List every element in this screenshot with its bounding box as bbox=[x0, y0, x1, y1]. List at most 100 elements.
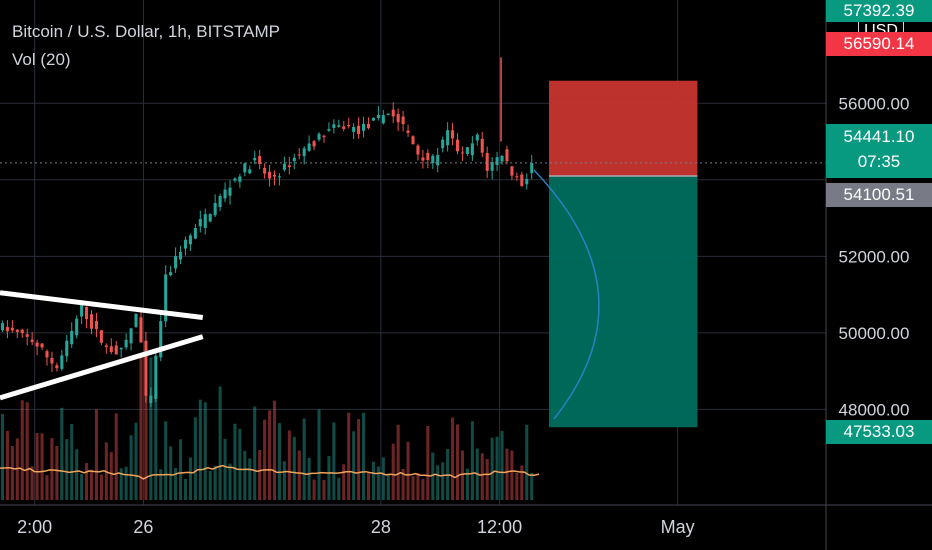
candle-body bbox=[485, 153, 489, 171]
candle-body bbox=[386, 113, 390, 115]
candle-body bbox=[85, 306, 89, 320]
volume-bar bbox=[75, 449, 79, 500]
volume-bar bbox=[213, 465, 217, 500]
candle-body bbox=[0, 323, 5, 331]
candle-body bbox=[50, 357, 54, 364]
volume-bar bbox=[337, 477, 341, 500]
symbol-title[interactable]: Bitcoin / U.S. Dollar, 1h, BITSTAMP bbox=[12, 22, 280, 41]
price-tick-label: 50000.00 bbox=[839, 324, 910, 343]
candle-body bbox=[510, 166, 514, 176]
volume-bar bbox=[65, 439, 69, 500]
candle-body bbox=[75, 318, 79, 336]
candle-body bbox=[10, 327, 14, 331]
candle-body bbox=[426, 152, 430, 160]
volume-bar bbox=[0, 413, 5, 500]
time-tick-label: 28 bbox=[371, 517, 391, 537]
candle-body bbox=[80, 302, 84, 317]
volume-bar bbox=[406, 441, 410, 500]
volume-bars bbox=[0, 357, 534, 500]
candle-body bbox=[114, 345, 118, 355]
candle-body bbox=[178, 251, 183, 260]
candle-body bbox=[263, 167, 267, 174]
candle-body bbox=[436, 155, 440, 166]
candle-body bbox=[228, 187, 232, 196]
candle-body bbox=[406, 130, 410, 133]
stop-loss-badge: 56590.14 bbox=[826, 32, 932, 56]
candle-body bbox=[520, 174, 524, 186]
volume-bar bbox=[431, 452, 435, 500]
candle-body bbox=[25, 334, 29, 337]
candle-body bbox=[99, 330, 103, 343]
volume-bar bbox=[371, 461, 375, 500]
candle-body bbox=[35, 342, 39, 347]
volume-bar bbox=[5, 430, 9, 500]
candle-body bbox=[282, 163, 286, 170]
volume-bar bbox=[144, 357, 148, 500]
volume-bar bbox=[277, 423, 281, 500]
candle-body bbox=[258, 156, 262, 165]
candle-body bbox=[159, 321, 163, 358]
volume-bar bbox=[129, 435, 133, 500]
volume-bar bbox=[352, 431, 356, 500]
volume-bar bbox=[109, 452, 113, 500]
volume-bar bbox=[297, 450, 301, 500]
volume-bar bbox=[218, 386, 222, 500]
volume-bar bbox=[248, 458, 252, 500]
volume-bar bbox=[287, 430, 291, 500]
candle-body bbox=[401, 116, 405, 125]
volume-bar bbox=[70, 424, 74, 500]
volume-bar bbox=[362, 412, 366, 500]
candle-body bbox=[154, 355, 158, 399]
volume-bar bbox=[50, 438, 54, 500]
volume-ma-layer bbox=[0, 464, 540, 480]
volume-bar bbox=[85, 463, 89, 500]
candle-body bbox=[109, 346, 113, 353]
volume-bar bbox=[258, 450, 262, 500]
volume-bar bbox=[154, 387, 158, 500]
volume-bar bbox=[55, 445, 59, 500]
time-tick-label: 26 bbox=[133, 517, 153, 537]
candle-body bbox=[431, 155, 435, 163]
candle-body bbox=[174, 256, 178, 269]
volume-bar bbox=[322, 479, 326, 500]
volume-bar bbox=[178, 439, 183, 500]
time-tick-label: May bbox=[661, 517, 695, 537]
candle-body bbox=[218, 195, 222, 208]
volume-indicator-label[interactable]: Vol (20) bbox=[12, 50, 71, 69]
candle-body bbox=[515, 176, 519, 178]
stop-loss-zone bbox=[549, 80, 698, 176]
candle-body bbox=[455, 139, 460, 152]
candle-body bbox=[475, 134, 479, 141]
volume-bar bbox=[208, 470, 212, 500]
candle-body bbox=[65, 340, 69, 357]
volume-bar bbox=[134, 422, 138, 500]
candle-body bbox=[391, 109, 395, 117]
candle-body bbox=[352, 126, 356, 132]
candle-body bbox=[411, 136, 415, 145]
candle-body bbox=[55, 365, 59, 369]
last-price-value: 54441.10 bbox=[843, 127, 915, 146]
volume-bar bbox=[238, 428, 242, 500]
volume-bar bbox=[198, 399, 202, 500]
volume-bar bbox=[357, 418, 361, 500]
candle-body bbox=[119, 347, 123, 350]
candle-body bbox=[465, 147, 469, 154]
candle-body bbox=[30, 339, 34, 343]
candle-body bbox=[396, 114, 400, 123]
candle-body bbox=[312, 141, 316, 147]
candle-body bbox=[490, 162, 494, 171]
volume-bar bbox=[60, 407, 64, 500]
candle-body bbox=[243, 163, 247, 173]
candle-body bbox=[327, 129, 331, 131]
volume-bar bbox=[386, 474, 390, 500]
volume-bar bbox=[376, 466, 380, 500]
volume-bar bbox=[35, 433, 39, 500]
candle-body bbox=[342, 126, 346, 129]
candle-body bbox=[203, 214, 207, 228]
candle-body bbox=[15, 329, 19, 332]
candle-body bbox=[277, 176, 281, 178]
volume-bar bbox=[426, 426, 430, 500]
